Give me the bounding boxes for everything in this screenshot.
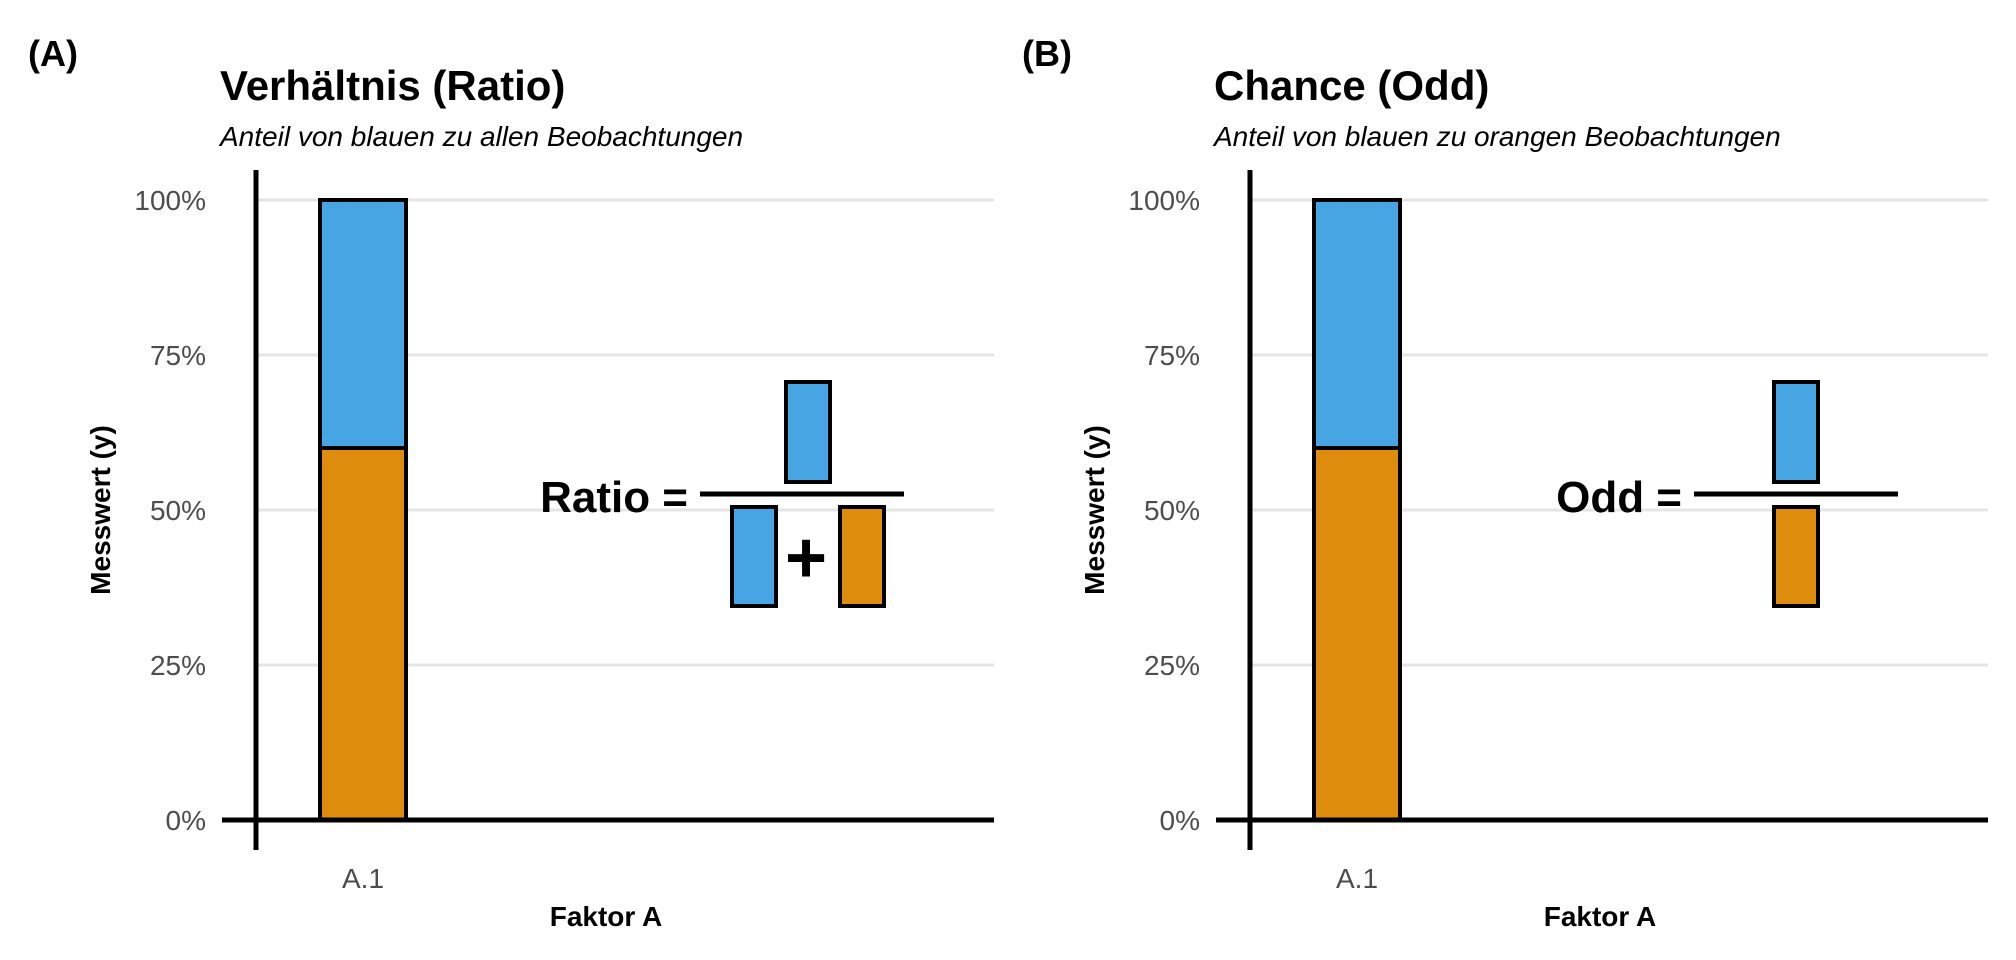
y-tick-label: 0% xyxy=(1160,805,1200,836)
bar-segment-blue xyxy=(318,198,408,450)
x-axis-title: Faktor A xyxy=(550,901,663,932)
bar-segment-blue xyxy=(1312,198,1402,450)
formula-label: Odd = xyxy=(1556,473,1682,522)
y-tick-label: 100% xyxy=(1128,185,1200,216)
y-tick-label: 25% xyxy=(150,650,206,681)
denominator-swatch-orange xyxy=(838,505,886,608)
bar-segment-orange xyxy=(1312,446,1402,822)
y-tick-label: 75% xyxy=(1144,340,1200,371)
y-axis-title: Messwert (y) xyxy=(1079,425,1110,595)
chart-subtitle: Anteil von blauen zu orangen Beobachtung… xyxy=(1212,121,1781,152)
formula: Odd = xyxy=(1556,380,1898,608)
numerator-swatch-blue xyxy=(1772,380,1820,484)
y-tick-label: 25% xyxy=(1144,650,1200,681)
x-axis-title: Faktor A xyxy=(1544,901,1657,932)
denominator-swatch-orange xyxy=(1772,505,1820,608)
x-tick-label: A.1 xyxy=(1336,863,1378,894)
y-tick-label: 0% xyxy=(166,805,206,836)
panel-label: (A) xyxy=(28,33,78,74)
numerator-swatch-blue xyxy=(784,380,832,484)
chart-panel-b: (B) Chance (Odd) Anteil von blauen zu oran… xyxy=(1022,33,1988,932)
y-tick-label: 50% xyxy=(150,495,206,526)
y-tick-label: 100% xyxy=(134,185,206,216)
chart-subtitle: Anteil von blauen zu allen Beobachtungen xyxy=(218,121,743,152)
bar-segment-orange xyxy=(318,446,408,822)
y-tick-label: 50% xyxy=(1144,495,1200,526)
y-tick-label: 75% xyxy=(150,340,206,371)
chart-title: Chance (Odd) xyxy=(1214,62,1489,109)
panel-label: (B) xyxy=(1022,33,1072,74)
y-axis-title: Messwert (y) xyxy=(85,425,116,595)
formula: Ratio = + xyxy=(540,380,904,608)
formula-label: Ratio = xyxy=(540,473,688,522)
x-tick-label: A.1 xyxy=(342,863,384,894)
chart-panel-a: (A) Verhältnis (Ratio) Anteil von blauen z… xyxy=(28,33,994,932)
chart-title: Verhältnis (Ratio) xyxy=(220,62,565,109)
formula-operator: + xyxy=(785,518,827,598)
denominator-swatch-blue xyxy=(730,505,778,608)
